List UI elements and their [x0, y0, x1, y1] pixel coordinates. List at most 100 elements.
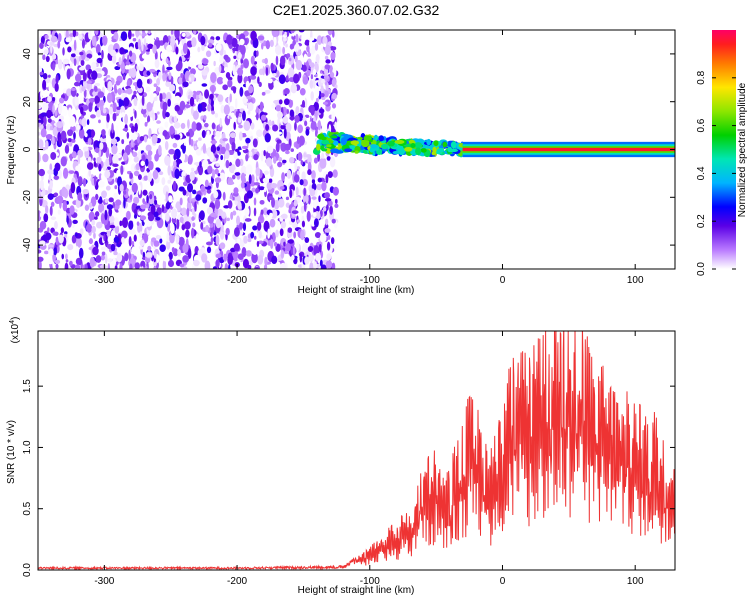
noise-cell	[219, 242, 226, 250]
noise-cell	[178, 162, 185, 170]
signal-cell	[321, 139, 330, 145]
noise-cell	[238, 124, 243, 129]
noise-cell	[156, 78, 160, 86]
noise-cell	[141, 42, 144, 52]
noise-cell	[144, 121, 148, 127]
noise-cell	[214, 154, 219, 159]
noise-cell	[280, 124, 286, 130]
x-tick-label: -300	[94, 576, 114, 587]
noise-cell	[84, 263, 88, 269]
noise-cell	[51, 53, 57, 60]
noise-cell	[217, 173, 221, 177]
noise-cell	[308, 254, 315, 262]
noise-cell	[233, 151, 238, 160]
noise-cell	[266, 181, 273, 190]
noise-cell	[248, 151, 253, 157]
noise-cell	[307, 169, 312, 176]
signal-cell	[334, 150, 344, 154]
noise-cell	[222, 138, 228, 142]
noise-cell	[48, 174, 52, 181]
noise-cell	[331, 78, 337, 86]
noise-cell	[307, 155, 312, 165]
noise-cell	[278, 192, 282, 198]
noise-cell	[128, 220, 134, 230]
noise-cell	[194, 201, 197, 212]
noise-cell	[93, 232, 96, 239]
noise-cell	[159, 244, 166, 253]
noise-cell	[234, 200, 239, 205]
colorbar-tick-label: 0.4	[696, 166, 707, 180]
noise-cell	[299, 253, 303, 263]
noise-cell	[321, 181, 327, 192]
signal-cell	[448, 148, 459, 153]
noise-cell	[315, 54, 320, 64]
signal-cell	[333, 140, 339, 146]
noise-cell	[95, 73, 103, 79]
noise-cell	[48, 248, 54, 257]
noise-cell	[273, 241, 278, 247]
noise-cell	[54, 109, 58, 117]
noise-cell	[57, 40, 61, 49]
noise-cell	[61, 105, 68, 117]
noise-cell	[227, 181, 235, 185]
noise-cell	[288, 55, 295, 65]
noise-cell	[82, 177, 87, 187]
noise-cell	[131, 182, 138, 193]
noise-cell	[287, 239, 294, 244]
noise-cell	[191, 121, 197, 132]
noise-cell	[190, 227, 195, 239]
noise-cell	[165, 111, 170, 118]
noise-cell	[279, 262, 287, 269]
noise-cell	[330, 237, 335, 245]
noise-cell	[114, 265, 118, 269]
noise-cell	[77, 94, 84, 104]
noise-cell	[186, 131, 190, 137]
noise-cell	[97, 91, 105, 98]
noise-cell	[212, 266, 218, 269]
noise-cell	[201, 129, 206, 139]
noise-cell	[165, 213, 170, 222]
noise-cell	[319, 158, 327, 169]
noise-cell	[43, 116, 47, 126]
noise-cell	[324, 44, 331, 56]
noise-cell	[38, 131, 41, 136]
noise-cell	[230, 211, 234, 220]
noise-cell	[165, 201, 171, 210]
noise-cell	[111, 144, 118, 155]
signal-cell	[387, 140, 395, 147]
noise-cell	[257, 35, 265, 41]
noise-cell	[243, 120, 251, 131]
noise-cell	[294, 256, 298, 261]
noise-cell	[181, 32, 186, 38]
noise-cell	[283, 98, 290, 106]
noise-cell	[180, 122, 186, 129]
noise-cell	[183, 142, 187, 146]
noise-cell	[113, 192, 119, 200]
noise-cell	[241, 145, 249, 150]
noise-cell	[86, 119, 90, 126]
noise-cell	[179, 197, 183, 206]
noise-cell	[113, 251, 118, 256]
noise-cell	[47, 118, 52, 123]
noise-cell	[95, 67, 103, 72]
noise-cell	[102, 108, 107, 114]
noise-cell	[301, 243, 309, 255]
noise-cell	[175, 233, 180, 245]
noise-cell	[228, 263, 231, 269]
noise-cell	[49, 180, 54, 190]
noise-cell	[219, 258, 225, 264]
noise-cell	[309, 62, 315, 68]
noise-cell	[111, 122, 114, 134]
noise-cell	[287, 227, 293, 233]
noise-cell	[295, 242, 300, 252]
noise-cell	[251, 78, 259, 84]
noise-cell	[122, 190, 127, 195]
noise-cell	[38, 119, 44, 123]
noise-cell	[121, 112, 126, 118]
noise-cell	[274, 45, 282, 56]
noise-cell	[146, 70, 151, 76]
noise-cell	[270, 132, 275, 138]
noise-cell	[227, 200, 233, 209]
noise-cell	[47, 244, 54, 248]
noise-cell	[60, 156, 67, 167]
